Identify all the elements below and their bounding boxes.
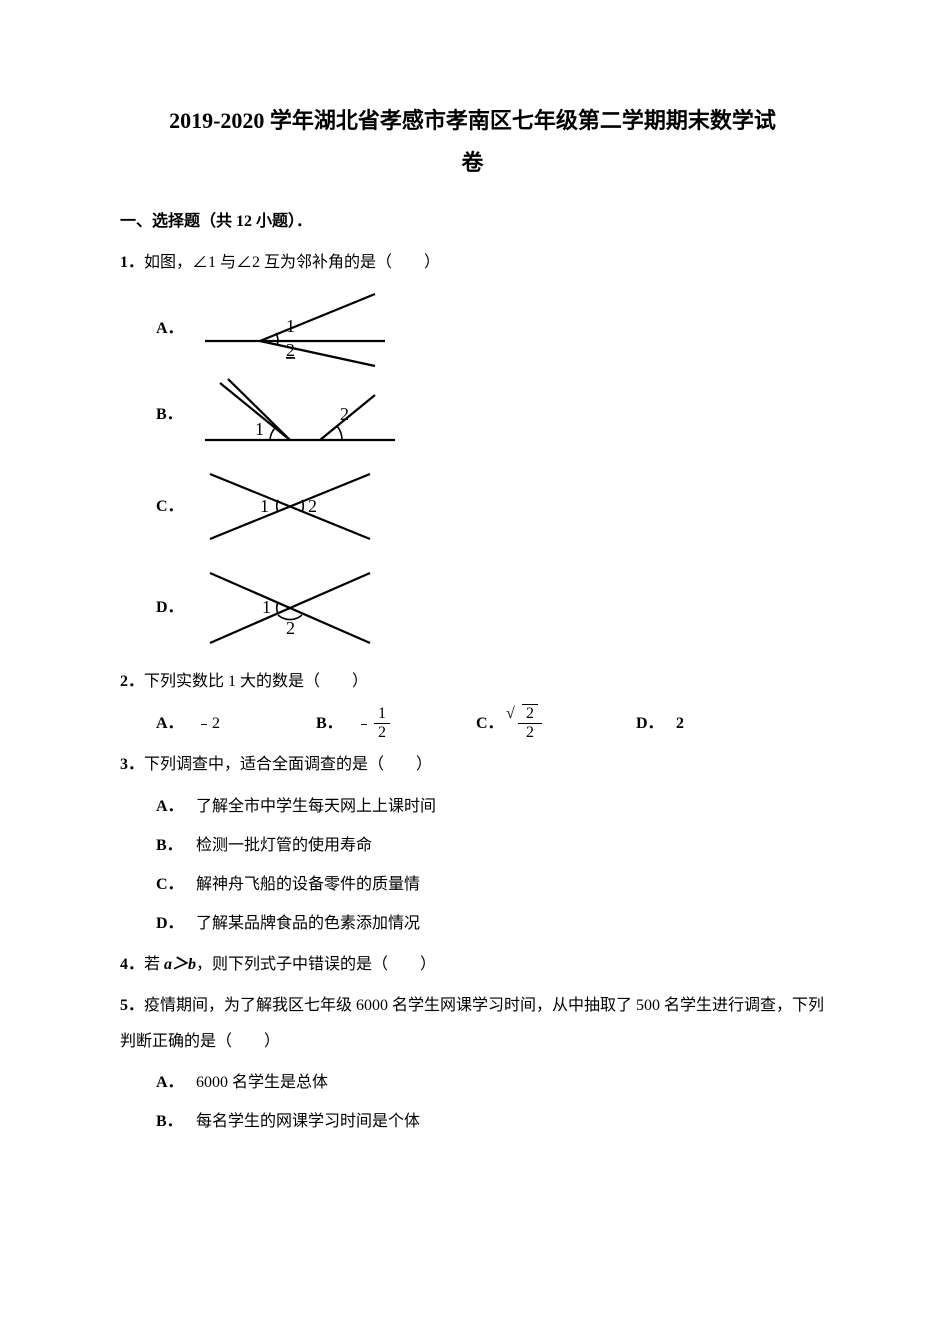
svg-text:2: 2 — [286, 618, 295, 638]
q5-option-a: A． 6000 名学生是总体 — [156, 1065, 825, 1100]
q1-text: 如图，∠1 与∠2 互为邻补角的是（ ） — [144, 254, 440, 271]
q5-a-label: A． — [156, 1065, 196, 1100]
q2-b-prefix: ﹣ — [356, 706, 372, 741]
q4-prefix: 若 — [144, 956, 164, 973]
svg-text:1: 1 — [260, 496, 269, 516]
q3-option-a: A． 了解全市中学生每天网上上课时间 — [156, 789, 825, 824]
q2-d-label: D． — [636, 706, 676, 741]
exam-title: 2019-2020 学年湖北省孝感市孝南区七年级第二学期期末数学试 卷 — [120, 100, 825, 184]
q2-c-fraction: 2 2 — [518, 705, 542, 741]
q2-b-frac-num: 1 — [374, 705, 390, 724]
q5-options: A． 6000 名学生是总体 B． 每名学生的网课学习时间是个体 — [156, 1065, 825, 1139]
q1-d-diagram: 1 2 — [200, 558, 380, 658]
exam-page: 2019-2020 学年湖北省孝感市孝南区七年级第二学期期末数学试 卷 一、选择… — [0, 0, 945, 1337]
q5-option-b: B． 每名学生的网课学习时间是个体 — [156, 1104, 825, 1139]
q1-option-b: B． 1 2 — [156, 375, 825, 455]
q5-number: 5． — [120, 997, 144, 1014]
section-1-heading: 一、选择题（共 12 小题）． — [120, 204, 825, 239]
q1-option-d: D． 1 2 — [156, 558, 825, 658]
q3-b-text: 检测一批灯管的使用寿命 — [196, 828, 372, 863]
q3-option-c: C． 解神舟飞船的设备零件的质量情 — [156, 867, 825, 902]
q2-c-frac-den: 2 — [518, 724, 542, 742]
svg-text:1: 1 — [262, 597, 271, 617]
question-1: 1．如图，∠1 与∠2 互为邻补角的是（ ） — [120, 245, 825, 280]
q3-b-label: B． — [156, 828, 196, 863]
q2-option-b: B． ﹣ 1 2 — [316, 705, 476, 741]
q1-options: A． 1 2 B． — [156, 286, 825, 658]
q1-d-label: D． — [156, 590, 196, 625]
q1-option-a: A． 1 2 — [156, 286, 825, 371]
question-5: 5．疫情期间，为了解我区七年级 6000 名学生网课学习时间，从中抽取了 500… — [120, 988, 825, 1058]
q2-text: 下列实数比 1 大的数是（ ） — [144, 673, 368, 690]
q2-option-d: D． 2 — [636, 706, 796, 741]
q3-option-b: B． 检测一批灯管的使用寿命 — [156, 828, 825, 863]
q3-option-d: D． 了解某品牌食品的色素添加情况 — [156, 906, 825, 941]
q1-option-c: C． 1 2 — [156, 459, 825, 554]
q1-c-diagram: 1 2 — [200, 459, 380, 554]
q1-number: 1． — [120, 254, 144, 271]
q3-text: 下列调查中，适合全面调查的是（ ） — [144, 756, 432, 773]
q2-number: 2． — [120, 673, 144, 690]
svg-text:2: 2 — [308, 496, 317, 516]
q3-d-label: D． — [156, 906, 196, 941]
q5-b-text: 每名学生的网课学习时间是个体 — [196, 1104, 420, 1139]
q3-a-label: A． — [156, 789, 196, 824]
q2-option-a: A． ﹣2 — [156, 706, 316, 741]
question-2: 2．下列实数比 1 大的数是（ ） — [120, 664, 825, 699]
q2-b-frac-den: 2 — [374, 724, 390, 742]
q3-d-text: 了解某品牌食品的色素添加情况 — [196, 906, 420, 941]
svg-text:2: 2 — [340, 404, 349, 424]
q2-c-frac-num: 2 — [518, 705, 542, 724]
q2-a-label: A． — [156, 706, 196, 741]
q3-a-text: 了解全市中学生每天网上上课时间 — [196, 789, 436, 824]
q2-b-fraction: 1 2 — [374, 705, 390, 741]
q3-c-label: C． — [156, 867, 196, 902]
q1-c-label: C． — [156, 489, 196, 524]
q2-option-c: C． 2 2 √ — [476, 705, 636, 741]
q2-b-label: B． — [316, 706, 356, 741]
q2-a-value: ﹣2 — [196, 706, 220, 741]
svg-text:2: 2 — [286, 340, 295, 360]
q3-options: A． 了解全市中学生每天网上上课时间 B． 检测一批灯管的使用寿命 C． 解神舟… — [156, 789, 825, 942]
question-3: 3．下列调查中，适合全面调查的是（ ） — [120, 747, 825, 782]
q5-text: 疫情期间，为了解我区七年级 6000 名学生网课学习时间，从中抽取了 500 名… — [120, 997, 824, 1049]
q3-number: 3． — [120, 756, 144, 773]
svg-text:1: 1 — [255, 419, 264, 439]
q3-c-text: 解神舟飞船的设备零件的质量情 — [196, 867, 420, 902]
svg-text:1: 1 — [286, 316, 295, 336]
q1-b-label: B． — [156, 397, 196, 432]
q4-number: 4． — [120, 956, 144, 973]
title-line-2: 卷 — [461, 150, 483, 175]
q4-suffix: ，则下列式子中错误的是（ ） — [196, 956, 436, 973]
q1-b-diagram: 1 2 — [200, 375, 400, 455]
q5-b-label: B． — [156, 1104, 196, 1139]
q2-d-value: 2 — [676, 706, 684, 741]
q1-a-diagram: 1 2 — [200, 286, 390, 371]
q5-a-text: 6000 名学生是总体 — [196, 1065, 328, 1100]
q1-a-label: A． — [156, 311, 196, 346]
question-4: 4．若 a＞b，则下列式子中错误的是（ ） — [120, 947, 825, 982]
q4-italic: a＞b — [164, 956, 196, 973]
q2-options: A． ﹣2 B． ﹣ 1 2 C． 2 2 √ D． 2 — [156, 705, 825, 741]
title-line-1: 2019-2020 学年湖北省孝感市孝南区七年级第二学期期末数学试 — [169, 108, 776, 133]
